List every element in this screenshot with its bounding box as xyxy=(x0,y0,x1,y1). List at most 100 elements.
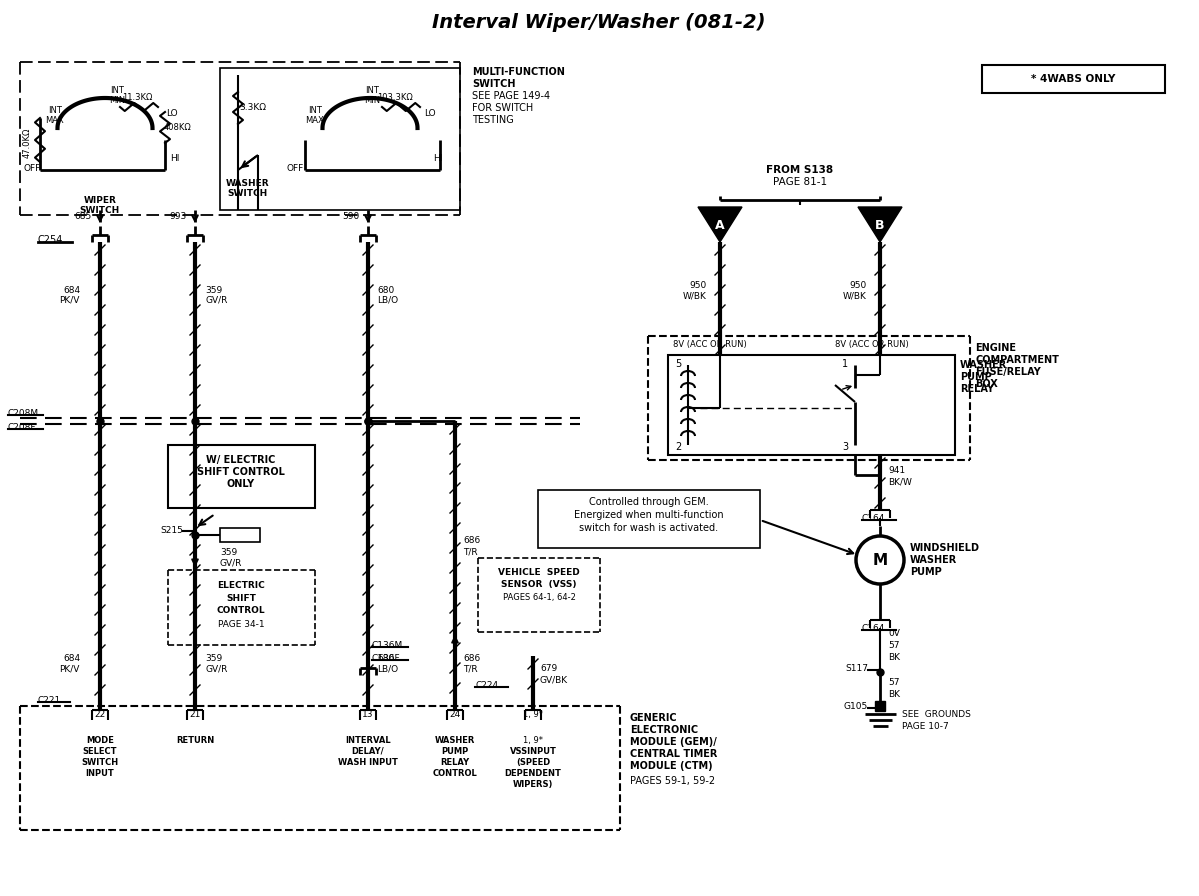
Text: WIPERS): WIPERS) xyxy=(513,780,553,788)
Text: 1: 1 xyxy=(842,359,848,369)
Text: INPUT: INPUT xyxy=(85,769,114,778)
Text: FOR SWITCH: FOR SWITCH xyxy=(472,103,534,113)
Text: SWITCH: SWITCH xyxy=(80,205,120,214)
Text: HI: HI xyxy=(433,153,442,162)
Text: MAX: MAX xyxy=(46,116,65,125)
Text: ONLY: ONLY xyxy=(227,479,255,489)
Text: W/BK: W/BK xyxy=(683,291,707,300)
Text: SEE  GROUNDS: SEE GROUNDS xyxy=(902,710,971,719)
Text: S117: S117 xyxy=(845,664,868,673)
Text: RELAY: RELAY xyxy=(440,757,470,766)
Text: 680: 680 xyxy=(376,653,394,662)
Text: C164: C164 xyxy=(862,513,885,522)
Text: WASHER: WASHER xyxy=(435,736,475,745)
Text: C208M: C208M xyxy=(8,409,40,418)
Text: BK/W: BK/W xyxy=(888,478,912,487)
Text: 1, 9*: 1, 9* xyxy=(523,736,543,745)
Text: BK: BK xyxy=(888,652,900,661)
Text: LB/O: LB/O xyxy=(376,296,398,305)
Text: FUSE/RELAY: FUSE/RELAY xyxy=(975,367,1041,377)
Text: 22: 22 xyxy=(95,710,106,719)
Text: PAGE 81-1: PAGE 81-1 xyxy=(773,177,827,187)
Text: Energized when multi-function: Energized when multi-function xyxy=(574,510,724,520)
Polygon shape xyxy=(858,207,902,242)
Text: CENTRAL TIMER: CENTRAL TIMER xyxy=(629,749,717,759)
Text: DELAY/: DELAY/ xyxy=(351,746,385,755)
Text: * 4WABS ONLY: * 4WABS ONLY xyxy=(1031,74,1115,84)
Text: SWITCH: SWITCH xyxy=(228,188,269,197)
Text: RELAY: RELAY xyxy=(960,384,994,394)
Text: C221: C221 xyxy=(38,695,61,704)
Text: 686: 686 xyxy=(463,653,481,662)
Text: 1, 9*: 1, 9* xyxy=(523,710,543,719)
Bar xyxy=(538,490,760,548)
Text: LB/O: LB/O xyxy=(376,665,398,674)
Text: 3.3KΩ: 3.3KΩ xyxy=(240,102,266,111)
Text: C208F: C208F xyxy=(8,423,36,432)
Text: MODULE (GEM)/: MODULE (GEM)/ xyxy=(629,737,717,747)
Text: switch for wash is activated.: switch for wash is activated. xyxy=(579,523,718,533)
Text: 57: 57 xyxy=(888,677,899,686)
Text: CONTROL: CONTROL xyxy=(433,769,477,778)
Text: 47.0KΩ: 47.0KΩ xyxy=(23,128,31,159)
Text: 680: 680 xyxy=(376,286,394,295)
Text: 0V: 0V xyxy=(888,628,900,637)
Text: SWITCH: SWITCH xyxy=(82,757,119,766)
Text: 685: 685 xyxy=(74,211,92,220)
Text: WINDSHIELD: WINDSHIELD xyxy=(910,543,980,553)
Text: PAGE 10-7: PAGE 10-7 xyxy=(902,721,948,730)
Text: WIPER: WIPER xyxy=(84,195,116,204)
Text: MIN: MIN xyxy=(109,96,125,105)
Text: MIN: MIN xyxy=(364,96,380,105)
Text: 3: 3 xyxy=(842,442,848,452)
Text: 359: 359 xyxy=(205,653,222,662)
Text: G105: G105 xyxy=(844,702,868,711)
Text: PUMP: PUMP xyxy=(960,372,992,382)
Text: PK/V: PK/V xyxy=(60,296,80,305)
Text: 11.3KΩ: 11.3KΩ xyxy=(122,92,152,101)
Text: MODULE (CTM): MODULE (CTM) xyxy=(629,761,712,771)
Text: 686: 686 xyxy=(463,536,481,545)
Text: 2: 2 xyxy=(675,442,681,452)
Polygon shape xyxy=(698,207,742,242)
Text: C164: C164 xyxy=(862,624,885,633)
Text: T/R: T/R xyxy=(463,547,477,556)
Text: BK: BK xyxy=(888,690,900,699)
Text: SEE PAGE 149-4: SEE PAGE 149-4 xyxy=(472,91,550,101)
Text: 359: 359 xyxy=(205,286,222,295)
Text: 5: 5 xyxy=(675,359,681,369)
Text: SWITCH: SWITCH xyxy=(472,79,516,89)
Text: GV/BK: GV/BK xyxy=(540,676,568,685)
Text: W/BK: W/BK xyxy=(843,291,867,300)
Text: 950: 950 xyxy=(850,280,867,289)
Text: PUMP: PUMP xyxy=(910,567,941,577)
Text: 950: 950 xyxy=(689,280,707,289)
Text: SENSOR  (VSS): SENSOR (VSS) xyxy=(501,580,577,589)
Text: 103.3KΩ: 103.3KΩ xyxy=(378,92,412,101)
Bar xyxy=(219,528,260,542)
Text: 21: 21 xyxy=(189,710,200,719)
Text: 684: 684 xyxy=(62,653,80,662)
Text: 941: 941 xyxy=(888,466,905,475)
Text: LO: LO xyxy=(167,108,177,117)
Text: RETURN: RETURN xyxy=(176,736,215,745)
Text: VSSINPUT: VSSINPUT xyxy=(510,746,556,755)
Text: OFF: OFF xyxy=(287,163,303,173)
Text: VEHICLE  SPEED: VEHICLE SPEED xyxy=(498,567,580,576)
Text: MAX: MAX xyxy=(306,116,325,125)
Text: DEPENDENT: DEPENDENT xyxy=(505,769,561,778)
Text: B: B xyxy=(875,219,885,231)
Bar xyxy=(668,355,954,455)
Text: 359: 359 xyxy=(219,547,237,556)
Bar xyxy=(982,65,1165,93)
Text: 684: 684 xyxy=(62,286,80,295)
Text: MULTI-FUNCTION: MULTI-FUNCTION xyxy=(472,67,565,77)
Text: HI: HI xyxy=(170,153,180,162)
Text: ELECTRIC: ELECTRIC xyxy=(217,581,265,590)
Text: COMPARTMENT: COMPARTMENT xyxy=(975,355,1059,365)
Text: C224: C224 xyxy=(475,680,498,690)
Text: LO: LO xyxy=(424,108,435,117)
Text: WASHER: WASHER xyxy=(960,360,1007,370)
Text: OFF: OFF xyxy=(23,163,41,173)
Text: M: M xyxy=(873,553,887,567)
